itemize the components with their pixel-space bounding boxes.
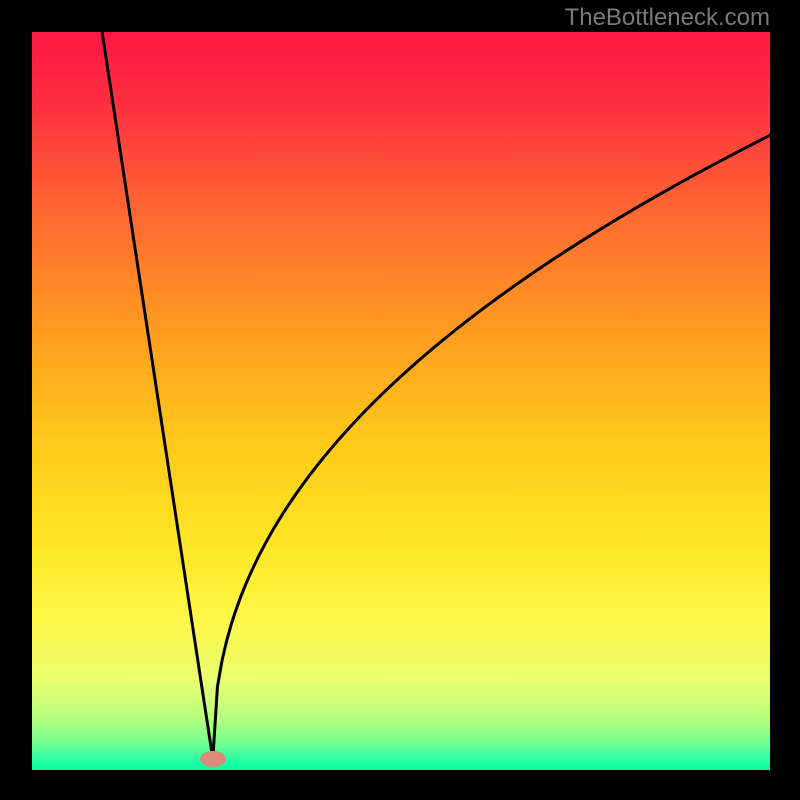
watermark-text: TheBottleneck.com [565, 4, 770, 32]
chart-container: TheBottleneck.com [0, 0, 800, 800]
optimum-marker [200, 751, 226, 767]
bottleneck-curve [32, 32, 770, 770]
plot-area [32, 32, 770, 770]
